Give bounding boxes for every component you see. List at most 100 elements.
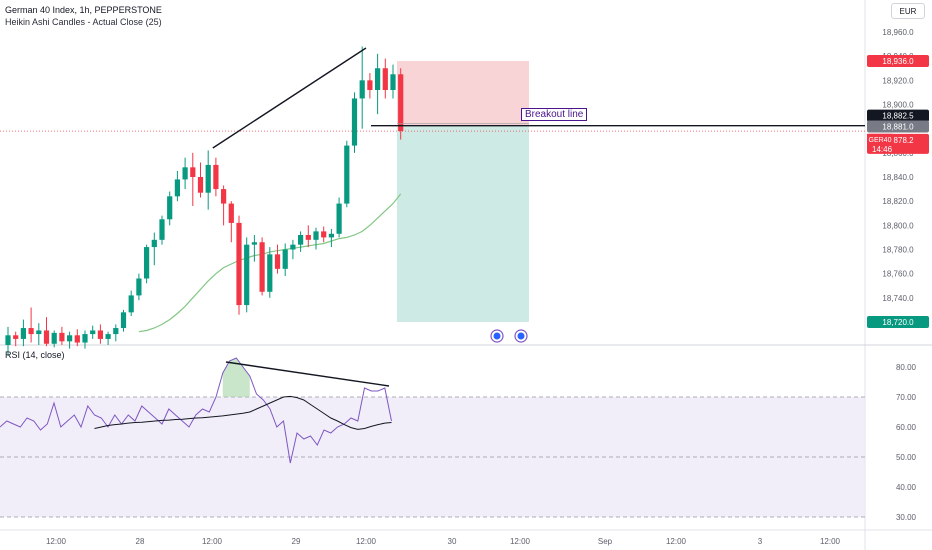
candle-body [259,242,265,292]
price-tick-label: 18,920.0 [882,76,914,85]
candle-body [174,179,180,197]
time-tick-label: 12:00 [46,537,67,546]
candle-body [120,312,127,329]
time-tick-label: 12:00 [666,537,687,546]
candle-body [190,167,196,177]
line-level-badge: 18,882.5 [882,112,914,121]
rsi-tick-label: 60.00 [896,423,917,432]
candle-body [144,247,150,279]
time-tick-label: 29 [292,537,301,546]
time-tick-label: 3 [758,537,763,546]
candle-body [351,98,358,146]
rsi-tick-label: 40.00 [896,483,917,492]
price-axis[interactable]: 18,960.018,940.018,920.018,900.018,880.0… [882,28,914,303]
candle-body [36,330,42,335]
candle-body [321,231,327,238]
rsi-tick-label: 80.00 [896,363,917,372]
price-tick-label: 18,780.0 [882,246,914,255]
candle-body [105,334,111,339]
candle-body [382,68,388,90]
currency-button[interactable]: EUR [891,3,925,19]
candle-body [398,74,404,132]
time-axis[interactable]: 12:00 28 12:00 29 12:00 30 12:00 Sep 12:00 3 12:00 [46,537,841,546]
symbol-legend[interactable]: German 40 Index, 1h, PEPPERSTONE [5,5,162,15]
price-trendline [212,47,367,149]
event-icons[interactable] [490,329,528,343]
candle-body [20,328,26,339]
take-profit-zone [397,125,529,322]
candle-body [336,203,342,234]
candle-body [290,244,296,250]
candle-body [205,164,211,193]
candle-body [82,334,88,343]
price-badges: 18,936.0 18,882.518,881.0 18,878.214:46 18,… [867,55,929,328]
event-marker-icon[interactable] [517,332,525,340]
rsi-tick-label: 70.00 [896,393,917,402]
symbol-tag-box [867,133,893,144]
candle-body [282,249,288,269]
candle-body [267,254,273,292]
candle-body [128,295,134,313]
time-tick-label: 12:00 [820,537,841,546]
candle-body [167,196,173,220]
candle-body [182,167,188,180]
candle-body [305,235,311,240]
candle-body [236,222,242,306]
rsi-legend[interactable]: RSI (14, close) [5,350,65,360]
candle-body [159,219,165,240]
candle-body [344,145,350,204]
candle-body [74,335,80,343]
price-tick-label: 18,840.0 [882,173,914,182]
candle-body [328,233,334,238]
candle-body [51,332,57,344]
candle-body [97,330,103,339]
time-tick-label: 30 [448,537,457,546]
candle-body [367,80,373,90]
price-tick-label: 18,760.0 [882,270,914,279]
candle-body [244,244,250,306]
event-marker-icon[interactable] [493,332,501,340]
countdown-badge: 14:46 [872,145,893,154]
indicator-legend[interactable]: Heikin Ashi Candles - Actual Close (25) [5,17,162,27]
position-zones[interactable] [397,61,529,322]
candles-layer[interactable] [5,46,404,356]
rsi-band [0,397,865,517]
candle-body [313,231,319,240]
candle-body [197,177,204,193]
rsi-layer[interactable] [0,357,865,518]
candle-body [228,203,234,223]
stop-price-badge: 18,936.0 [882,57,914,66]
candle-body [359,80,365,99]
rsi-trendline [225,361,390,387]
time-tick-label: Sep [598,537,613,546]
candle-body [375,68,381,90]
rsi-ma-line [94,395,392,430]
stop-loss-zone [397,61,529,126]
candle-body [298,235,304,245]
target-price-badge: 18,720.0 [882,318,914,327]
candle-body [28,328,34,335]
candle-body [221,189,227,204]
candle-body [113,328,119,335]
time-tick-label: 12:00 [510,537,531,546]
drawings-layer[interactable] [212,47,865,149]
candle-body [13,335,19,339]
candle-body [390,74,396,90]
target-price-badge-bg [867,316,929,328]
candle-body [59,332,65,342]
rsi-line [0,357,392,464]
current-price-badge: 18,878.2 [882,136,914,145]
breakout-line-label[interactable]: Breakout line [521,108,588,121]
time-tick-label: 12:00 [202,537,223,546]
time-tick-label: 12:00 [356,537,377,546]
candle-body [5,335,11,345]
candle-body [274,254,281,269]
price-tick-label: 18,960.0 [882,28,914,37]
price-tick-label: 18,820.0 [882,197,914,206]
rsi-axis[interactable]: 80.00 70.00 60.00 50.00 40.00 30.00 [896,363,917,522]
candle-body [251,242,257,245]
line-level-badge-bg [867,109,929,122]
rsi-tick-label: 30.00 [896,513,917,522]
price-tick-label: 18,900.0 [882,101,914,110]
